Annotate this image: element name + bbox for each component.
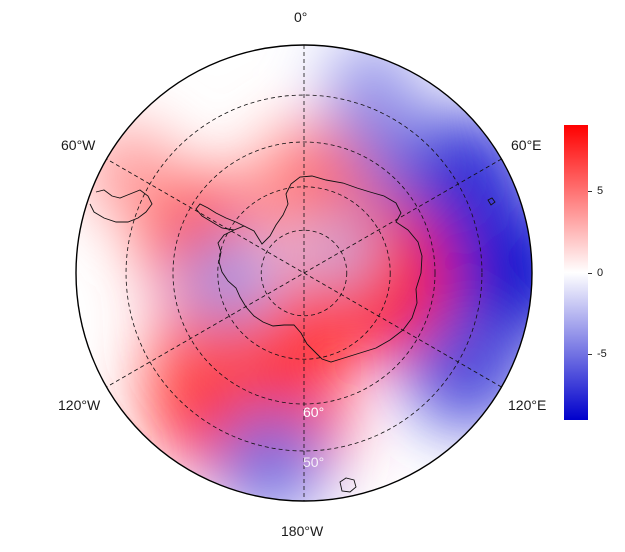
colorbar-tick-label: 5 — [597, 184, 604, 197]
antarctica-coastline — [217, 175, 423, 363]
kerguelen-islands — [487, 197, 496, 206]
new-zealand-islands — [339, 477, 357, 493]
colorbar-gradient — [564, 125, 588, 420]
lat-label-60: 60° — [303, 404, 325, 420]
lon-label-60w: 60°W — [61, 137, 96, 153]
colorbar-legend: 5 0 -5 — [564, 125, 607, 420]
colorbar-tick-mark — [588, 354, 592, 356]
lat-label-50: 50° — [303, 454, 325, 470]
anomaly-cell-11 — [216, 408, 325, 501]
lon-label-120w: 120°W — [58, 397, 101, 413]
parallel-50s — [125, 94, 483, 452]
meridian-120 — [106, 158, 502, 388]
lon-label-180w: 180°W — [281, 523, 324, 539]
parallel-80s — [260, 229, 348, 317]
lon-label-0: 0° — [294, 9, 308, 25]
coastlines — [89, 175, 496, 493]
lon-label-60e: 60°E — [511, 137, 542, 153]
colorbar-tick-mark — [588, 272, 592, 274]
graticule — [106, 45, 502, 501]
map-border — [75, 44, 533, 502]
south-america-coastline — [89, 189, 153, 223]
colorbar-tick-label: -5 — [597, 348, 607, 361]
lon-label-120e: 120°E — [508, 397, 547, 413]
parallel-70s — [217, 186, 391, 360]
colorbar-tick-mark — [588, 190, 592, 192]
colorbar-tick-label: 0 — [597, 266, 604, 279]
antarctic-peninsula — [195, 203, 245, 231]
